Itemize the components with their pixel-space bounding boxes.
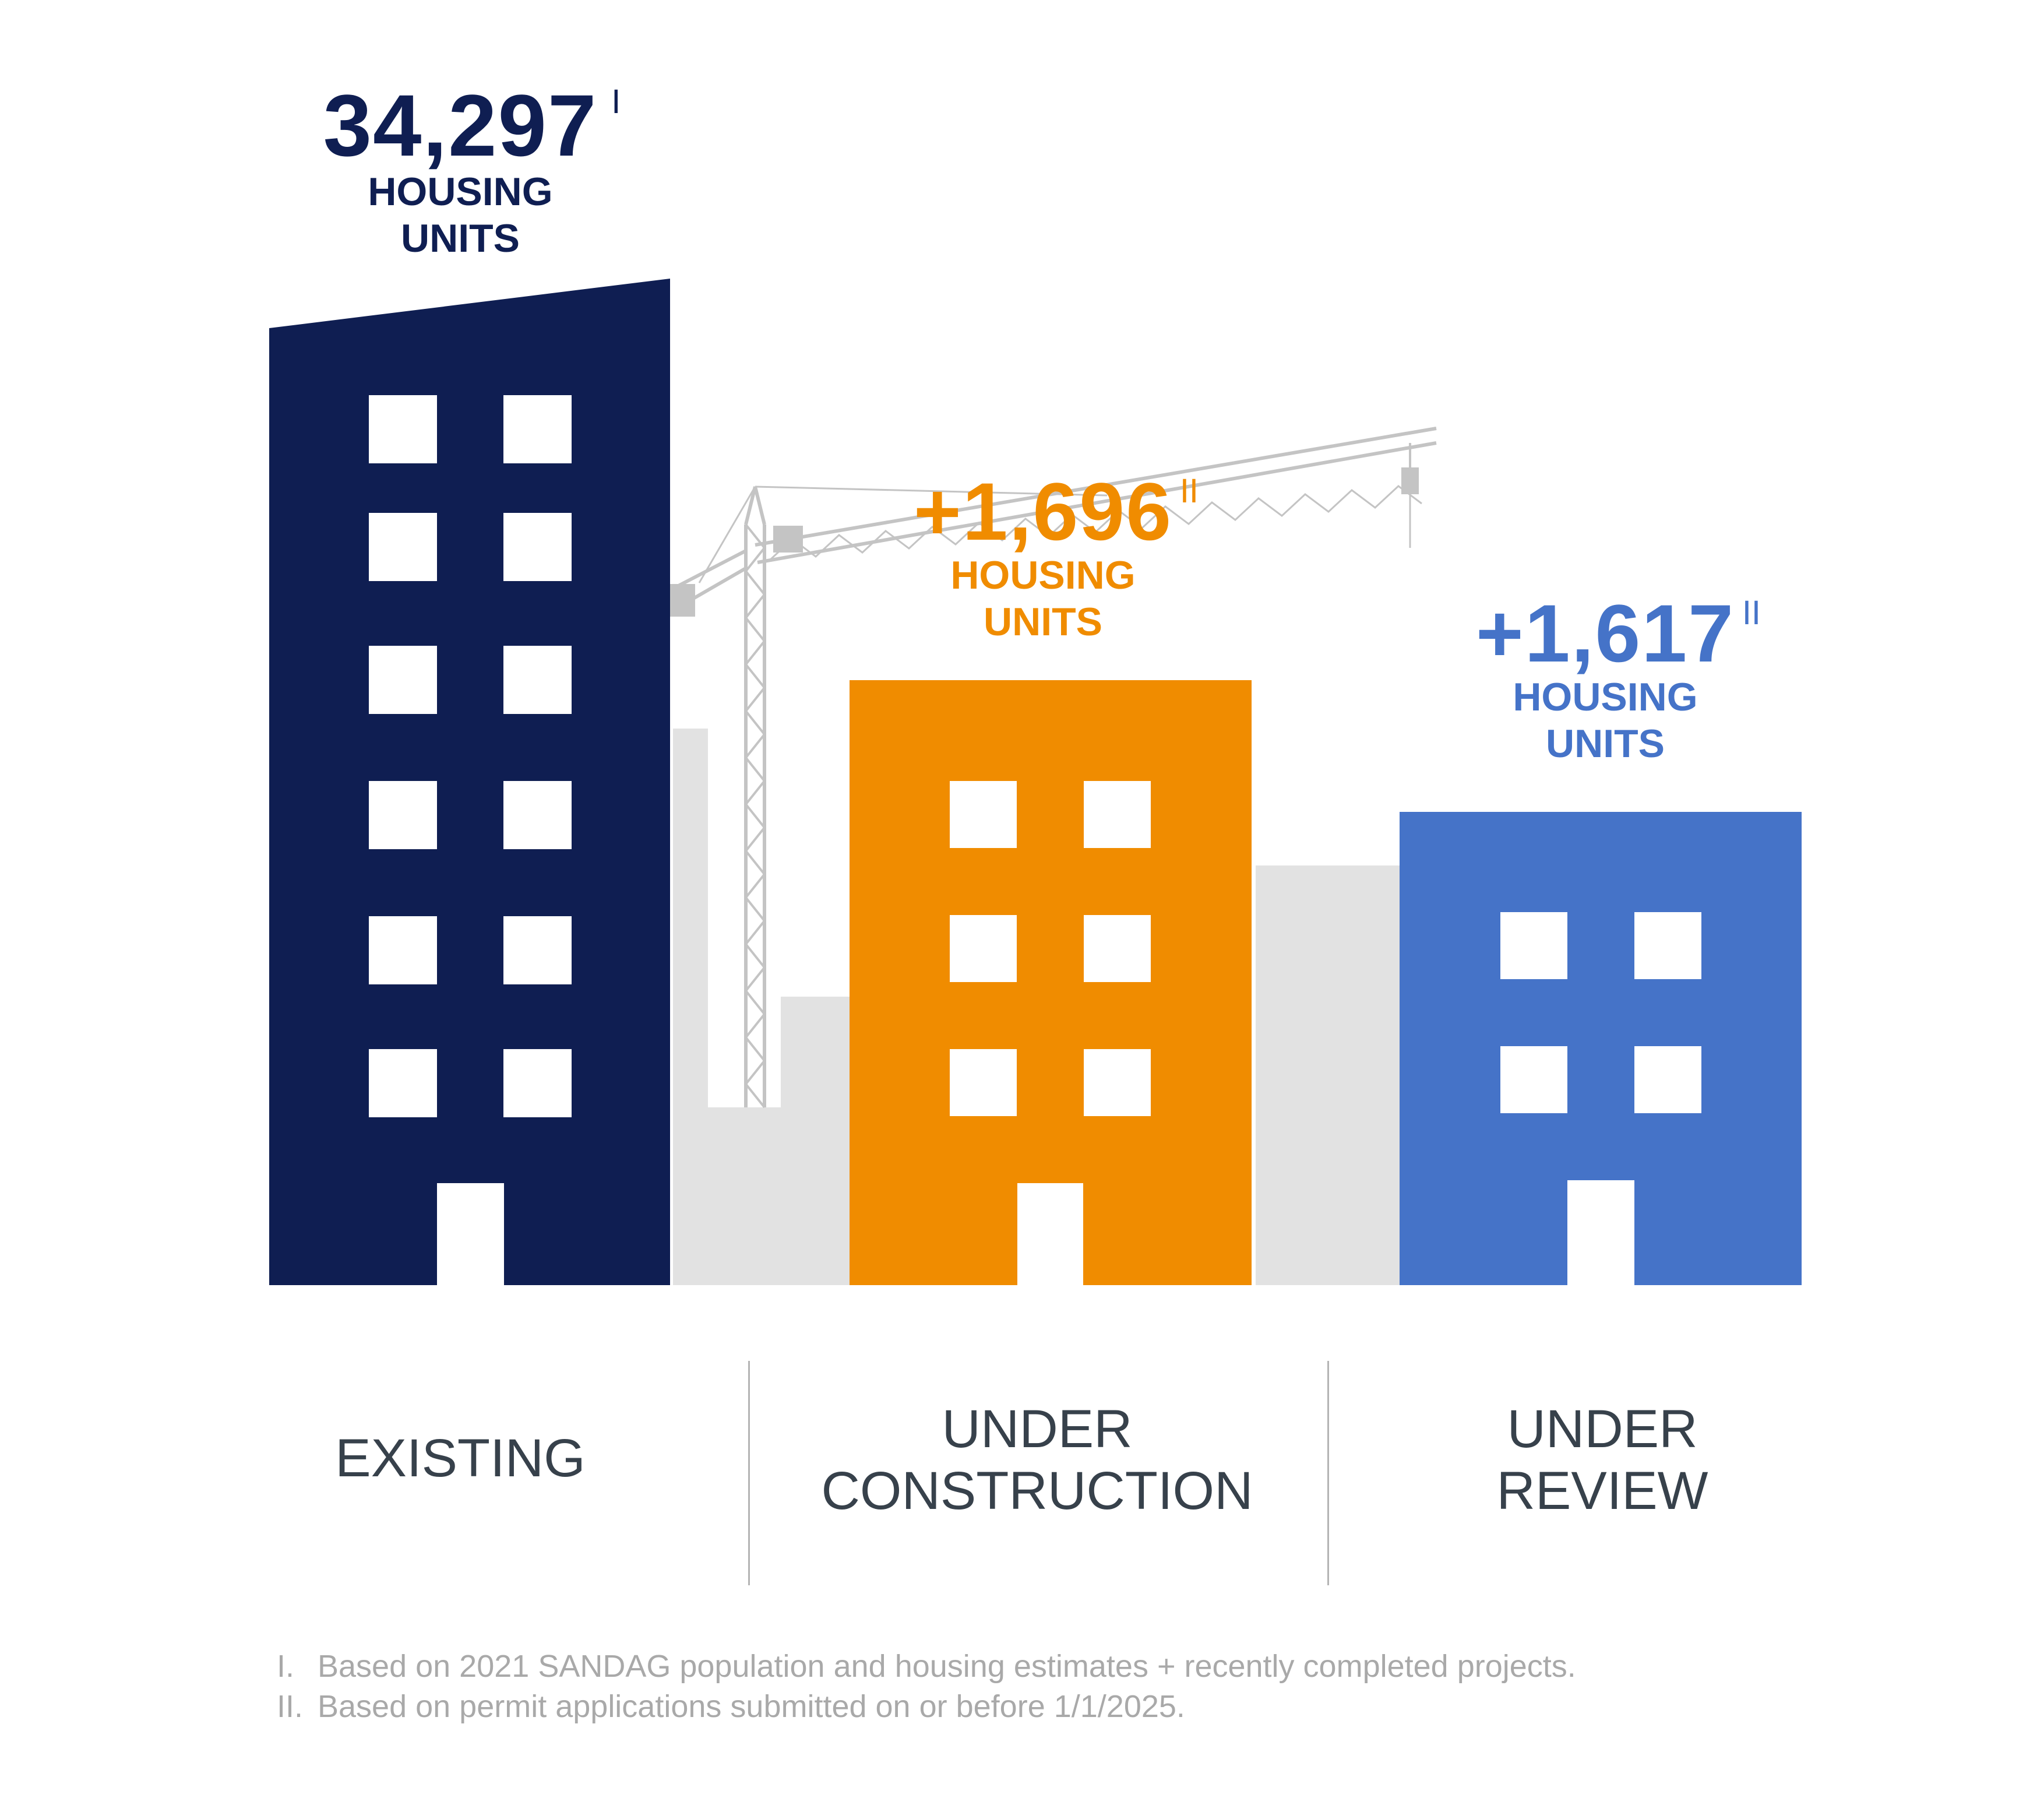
under-review-unit-line-2: UNITS — [1546, 721, 1665, 766]
footnote: II. Based on permit applications submitt… — [277, 1687, 1576, 1727]
category-under-review-line-1: UNDER — [1507, 1399, 1698, 1459]
building-windows — [369, 395, 572, 1285]
footnote: I. Based on 2021 SANDAG population and h… — [277, 1646, 1576, 1687]
under-construction-unit-line-2: UNITS — [984, 599, 1102, 644]
divider — [1327, 1361, 1329, 1585]
footnote-marker: II — [1179, 472, 1199, 510]
under-review-unit-line-1: HOUSING — [1513, 675, 1698, 719]
footnote-text: Based on permit applications submitted o… — [318, 1688, 1185, 1724]
category-under-construction: UNDER CONSTRUCTION — [757, 1399, 1317, 1522]
under-construction-unit-line-1: HOUSING — [950, 553, 1136, 597]
existing-unit-line-1: HOUSING — [368, 170, 553, 214]
existing-value: 34,297 I — [323, 76, 621, 174]
category-under-review-line-2: REVIEW — [1496, 1461, 1708, 1521]
category-under-construction-line-1: UNDER — [942, 1399, 1133, 1459]
footnote-marker: II — [1742, 594, 1761, 632]
under-review-value: +1,617 II — [1475, 587, 1761, 679]
building-icon-under-construction — [850, 680, 1252, 1285]
crane-icon — [665, 427, 1437, 1109]
building-windows — [1500, 912, 1701, 1285]
category-existing: EXISTING — [233, 1428, 688, 1490]
footnote-marker: I — [611, 83, 621, 121]
under-construction-value: +1,696 II — [913, 466, 1199, 557]
existing-unit-line-2: UNITS — [401, 216, 520, 261]
footnote-text: Based on 2021 SANDAG population and hous… — [318, 1649, 1576, 1684]
under-review-stat: +1,617 II HOUSING UNITS — [1413, 593, 1798, 767]
footnote-marker: II. — [277, 1688, 304, 1724]
under-construction-stat: +1,696 II HOUSING UNITS — [851, 471, 1235, 645]
building-windows — [950, 781, 1151, 1285]
category-existing-line-1: EXISTING — [335, 1429, 586, 1488]
footnotes: I. Based on 2021 SANDAG population and h… — [277, 1646, 1576, 1726]
footnote-marker: I. — [277, 1649, 295, 1684]
building-icon-under-review — [1400, 812, 1802, 1285]
building-icon-existing — [269, 279, 670, 1285]
category-under-review: UNDER REVIEW — [1398, 1399, 1806, 1522]
category-under-construction-line-2: CONSTRUCTION — [821, 1461, 1253, 1521]
existing-stat: 34,297 I HOUSING UNITS — [268, 82, 653, 262]
divider — [748, 1361, 750, 1585]
